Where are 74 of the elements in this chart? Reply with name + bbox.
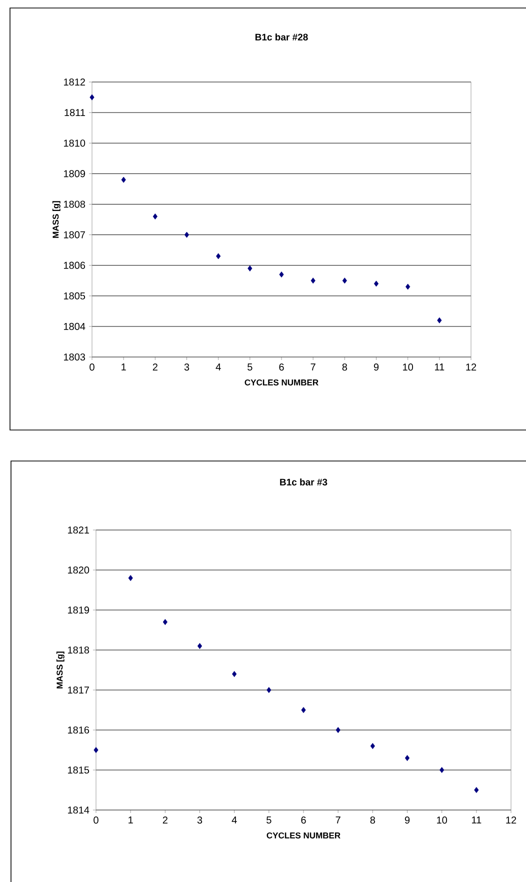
x-tick-label: 11	[472, 816, 482, 824]
x-tick-label: 11	[434, 364, 444, 370]
point	[310, 278, 316, 284]
x-tick-label: 3	[197, 816, 202, 824]
y-tick-label: 1816	[68, 726, 90, 734]
point	[370, 743, 375, 750]
x-tick-label: 7	[310, 364, 316, 370]
y-tick-label: 1814	[68, 806, 90, 814]
x-tick-label: 10	[403, 364, 414, 371]
x-tick-label: 12	[506, 816, 516, 824]
x-tick-label: 6	[301, 816, 306, 824]
point	[342, 278, 347, 284]
x-tick-label: 9	[404, 816, 410, 824]
x-tick-label: 8	[370, 816, 376, 824]
y-tick-label: 1804	[64, 322, 86, 330]
point	[406, 284, 410, 290]
x-tick-label: 2	[152, 364, 158, 371]
x-tick-label: 7	[336, 816, 340, 824]
x-tick-label: 4	[232, 816, 237, 824]
point	[128, 575, 133, 582]
point	[279, 272, 284, 278]
y-axis-title: MASS [g]	[56, 652, 64, 688]
y-tick-label: 1812	[64, 78, 85, 86]
y-tick-label: 1810	[64, 140, 86, 147]
point	[474, 787, 479, 794]
y-tick-label: 1820	[68, 566, 90, 574]
x-tick-label: 0	[94, 816, 98, 824]
x-tick-label: 1	[122, 364, 126, 370]
point	[152, 213, 158, 220]
x-tick-label: 0	[90, 364, 94, 371]
point	[197, 643, 202, 650]
y-tick-label: 1809	[64, 170, 86, 178]
x-tick-label: 6	[279, 364, 284, 371]
point	[248, 265, 252, 272]
x-tick-label: 9	[374, 364, 379, 371]
point	[336, 727, 340, 734]
chart-title: B1c bar #28	[255, 34, 308, 40]
y-tick-label: 1818	[68, 646, 90, 654]
x-tick-label: 10	[437, 816, 448, 824]
point	[94, 747, 98, 754]
x-tick-label: 8	[342, 364, 348, 371]
point	[374, 280, 379, 287]
point	[216, 253, 221, 260]
point	[437, 317, 442, 324]
point	[301, 707, 306, 714]
x-tick-label: 5	[266, 816, 272, 824]
x-tick-label: 12	[466, 364, 476, 371]
point	[266, 687, 272, 694]
x-tick-label: 1	[128, 816, 133, 824]
y-tick-label: 1805	[64, 292, 86, 300]
y-tick-label: 1807	[64, 231, 85, 238]
x-tick-label: 5	[248, 364, 252, 370]
y-axis-title: MASS [g]	[52, 201, 60, 238]
y-tick-label: 1815	[68, 766, 90, 774]
y-tick-label: 1806	[64, 262, 86, 269]
x-axis-title: CYCLES NUMBER	[266, 832, 340, 838]
x-tick-label: 2	[162, 816, 168, 824]
point	[404, 755, 410, 762]
point	[121, 176, 126, 183]
point	[232, 671, 237, 678]
point	[162, 619, 168, 626]
x-tick-label: 4	[216, 364, 221, 370]
chart-title: B1c bar #3	[280, 478, 328, 486]
y-tick-label: 1803	[64, 353, 86, 361]
y-tick-label: 1819	[68, 606, 90, 614]
y-tick-label: 1811	[64, 109, 85, 116]
x-tick-label: 3	[184, 364, 190, 371]
y-tick-label: 1821	[68, 526, 89, 534]
point	[184, 232, 190, 238]
point	[440, 767, 444, 774]
y-tick-label: 1817	[68, 686, 89, 694]
x-axis-title: CYCLES NUMBER	[244, 379, 318, 386]
point	[90, 94, 94, 100]
y-tick-label: 1808	[64, 200, 86, 208]
